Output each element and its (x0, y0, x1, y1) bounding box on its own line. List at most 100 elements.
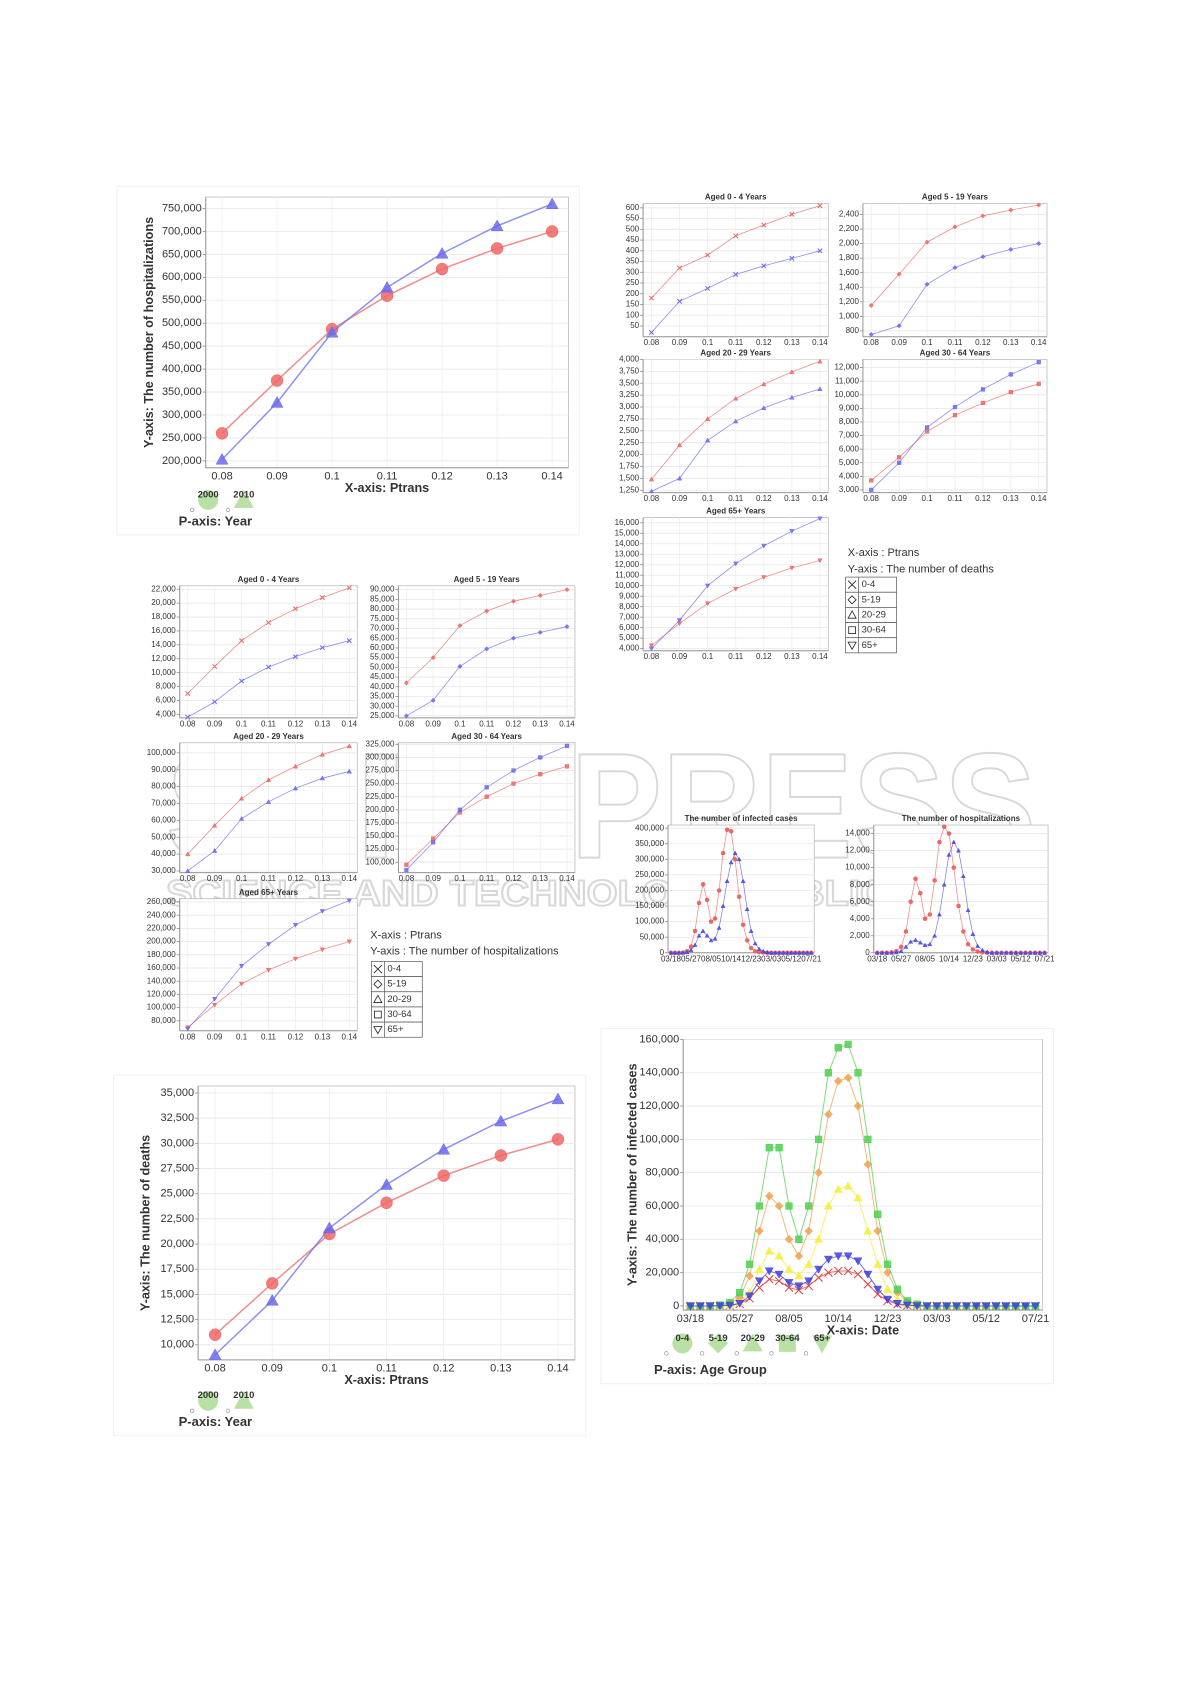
data-point (695, 1302, 705, 1311)
y-tick-label: 30,000 (160, 1137, 194, 1149)
y-tick-label: 75,000 (370, 614, 395, 623)
x-tick-label: 0.14 (1031, 338, 1047, 347)
data-point (744, 938, 750, 943)
x-tick-label: 0.13 (784, 652, 800, 661)
y-tick-label: 8,000 (839, 417, 860, 426)
x-tick-label: 0.13 (784, 494, 800, 503)
x-tick-label: 0.08 (644, 338, 660, 347)
data-point (215, 427, 229, 440)
data-point (676, 475, 683, 481)
data-point (980, 400, 986, 406)
data-point (853, 1257, 863, 1266)
data-point (346, 743, 352, 749)
data-point (648, 295, 655, 301)
data-point (833, 1266, 843, 1276)
y-tick-label: 40,000 (370, 682, 395, 691)
y-tick-label: 90,000 (370, 585, 395, 594)
y-tick-label: 5,000 (839, 458, 860, 467)
data-point (804, 1226, 814, 1236)
x-tick-label: 10/14 (939, 954, 960, 963)
data-point (927, 941, 933, 947)
x-tick-label: 0.08 (204, 1363, 225, 1375)
data-point (789, 255, 795, 261)
legend-symbol (812, 1335, 833, 1354)
data-point (975, 949, 980, 954)
x-tick-label: 08/05 (775, 1313, 803, 1325)
y-tick-label: 160,000 (639, 1033, 679, 1045)
data-point (854, 1069, 862, 1077)
data-point (896, 271, 902, 277)
data-point (1042, 950, 1048, 955)
data-point (776, 950, 782, 955)
x-tick-label: 0.09 (672, 652, 688, 661)
y-tick-label: 35,000 (370, 692, 395, 701)
data-point (238, 981, 245, 987)
y-tick-label: 16,000 (151, 626, 176, 635)
legend-symbol (198, 1390, 219, 1411)
legend-radio (734, 1351, 739, 1356)
data-point (874, 950, 880, 955)
y-tick-label: 160,000 (147, 963, 176, 972)
x-tick-label: 0.11 (261, 1032, 277, 1041)
y-tick-label: 550 (626, 214, 640, 223)
data-point (889, 950, 895, 955)
data-point (708, 937, 714, 943)
y-tick-label: 2,000 (619, 450, 640, 459)
data-point (780, 950, 786, 955)
data-point (774, 1251, 784, 1260)
data-point (843, 1266, 853, 1276)
data-point (537, 592, 543, 599)
x-tick-label: 0.1 (702, 652, 714, 661)
x-tick-label: 10/14 (825, 1313, 853, 1325)
data-point (764, 1267, 774, 1276)
x-tick-label: 03/03 (923, 1313, 951, 1325)
y-tick-label: 10,000 (615, 581, 640, 590)
data-point (804, 1277, 814, 1286)
x-tick-label: 0.11 (728, 652, 744, 661)
y-tick-label: 27,500 (160, 1162, 194, 1174)
x-tick-label: 0.08 (399, 719, 415, 728)
data-point (732, 850, 738, 855)
plot-area (682, 1039, 1044, 1311)
x-tick-label: 0.08 (211, 470, 232, 482)
y-tick-label: 250 (626, 278, 640, 287)
chart-frame (600, 1028, 1054, 1385)
y-tick-label: 260,000 (147, 897, 176, 906)
data-point (960, 873, 966, 878)
data-point (705, 601, 711, 607)
data-point (736, 856, 742, 862)
x-tick-label: 10/14 (721, 954, 742, 963)
y-tick-label: 80,000 (151, 1016, 176, 1025)
data-point (716, 925, 722, 930)
y-tick-label: 1,750 (619, 462, 640, 471)
data-point (545, 197, 559, 209)
y-tick-label: 180,000 (147, 950, 176, 959)
data-point (774, 1276, 784, 1286)
data-point (728, 859, 734, 865)
x-tick-label: 0.13 (315, 719, 331, 728)
y-tick-label: 60,000 (370, 643, 395, 652)
data-point (1008, 389, 1013, 395)
y-tick-label: 6,000 (619, 623, 640, 632)
x-tick-label: 0.11 (376, 1363, 397, 1375)
chart-title: The number of infected cases (685, 814, 798, 823)
x-tick-label: 0.14 (342, 874, 358, 883)
data-point (668, 950, 674, 955)
data-point (648, 329, 655, 335)
data-point (789, 211, 795, 217)
legend-label: 65+ (814, 1333, 831, 1344)
y-tick-label: 100,000 (147, 748, 176, 757)
y-tick-label: 650,000 (162, 248, 202, 260)
chart: 3,000 4,000 5,000 6,000 7,000 8,000 9,000 10,00… (834, 349, 1048, 503)
data-point (922, 916, 928, 921)
y-tick-label: 140,000 (639, 1067, 679, 1079)
legend-radio (190, 507, 195, 512)
data-point (883, 1284, 893, 1293)
x-tick-label: 0.08 (399, 874, 415, 883)
x-tick-label: 0.11 (377, 470, 398, 482)
x-tick-label: 05/12 (1011, 954, 1032, 963)
symbol-legend: X-axis : Ptrans Y-axis : The number of de… (845, 547, 994, 654)
data-point (740, 922, 746, 927)
data-point (912, 1302, 922, 1311)
x-tick-label: 05/27 (891, 954, 912, 963)
